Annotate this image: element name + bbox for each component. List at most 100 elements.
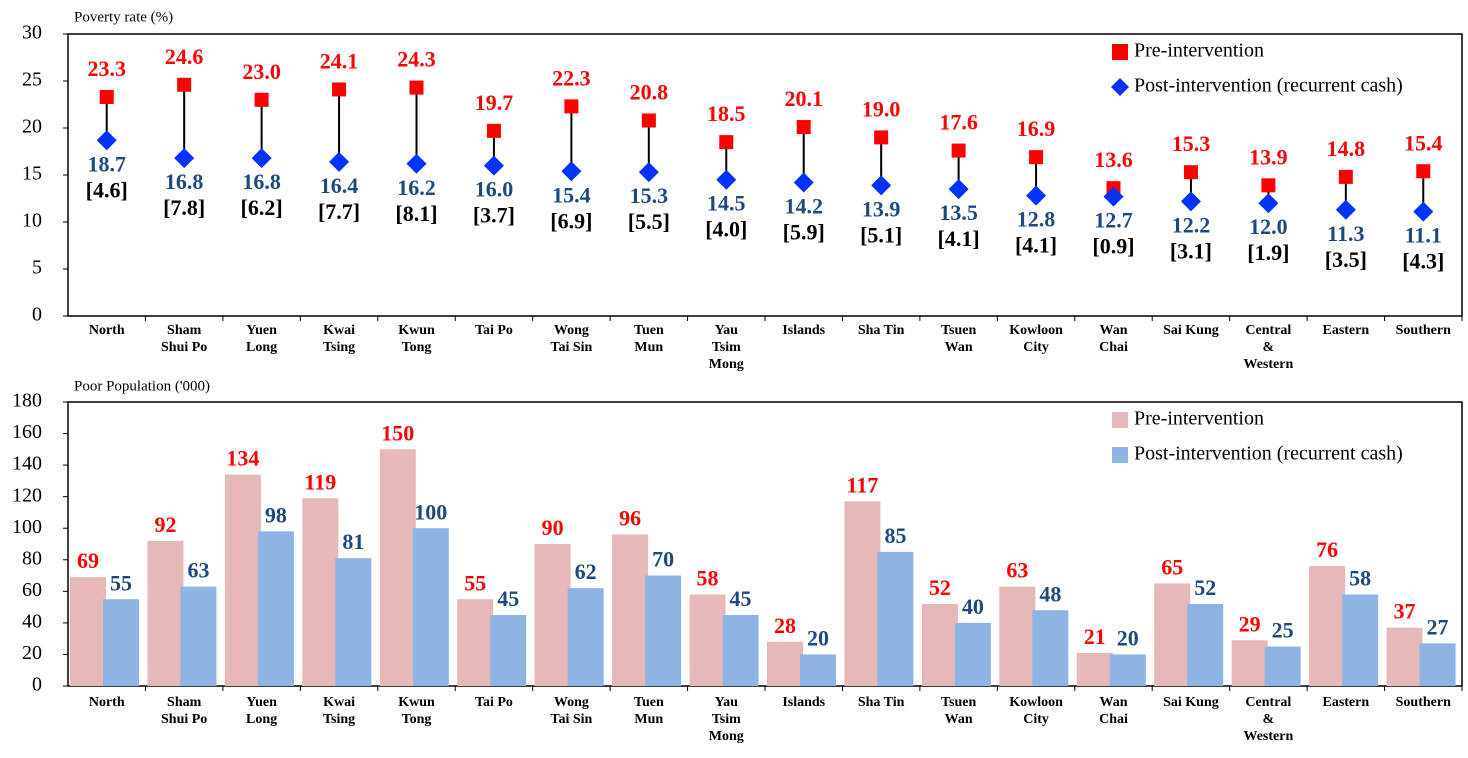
x-tick-label: North <box>88 695 125 710</box>
pre-marker <box>99 89 114 104</box>
value-label: 134 <box>226 446 259 471</box>
x-tick-label: Kwun Tong <box>398 323 435 355</box>
post-marker <box>406 153 427 174</box>
value-label: 63 <box>187 558 209 583</box>
value-label: 48 <box>1039 581 1061 606</box>
difference-label: [5.1] <box>860 222 902 247</box>
x-tick-label: Central & Western <box>1243 323 1294 372</box>
legend-marker <box>1112 412 1128 428</box>
bar <box>224 474 261 686</box>
value-label: 20.8 <box>630 80 669 105</box>
value-label: 58 <box>1349 566 1371 591</box>
y-tick-label: 25 <box>22 69 42 91</box>
value-label: 24.6 <box>165 44 204 69</box>
value-label: 12.8 <box>1017 207 1056 232</box>
value-label: 45 <box>497 586 519 611</box>
x-tick-label: Kowloon City <box>1009 695 1063 727</box>
value-label: 13.9 <box>862 196 901 221</box>
legend-marker <box>1112 447 1128 463</box>
y-tick-label: 30 <box>22 22 42 44</box>
value-label: 19.7 <box>475 90 514 115</box>
difference-label: [4.6] <box>86 177 128 202</box>
pre-marker <box>951 143 966 158</box>
y-tick-label: 120 <box>12 484 42 506</box>
value-label: 16.8 <box>165 169 204 194</box>
bar <box>70 577 106 686</box>
value-label: 98 <box>265 502 287 527</box>
value-label: 150 <box>381 420 414 445</box>
x-tick-label: Tai Po <box>474 695 513 710</box>
bar <box>800 654 836 686</box>
y-tick-label: 5 <box>32 257 42 279</box>
post-marker <box>716 169 737 190</box>
value-label: 45 <box>730 586 752 611</box>
value-label: 18.5 <box>707 101 746 126</box>
bar <box>722 615 759 686</box>
difference-label: [0.9] <box>1092 234 1134 259</box>
value-label: 16.9 <box>1017 116 1056 141</box>
difference-label: [4.3] <box>1402 249 1444 274</box>
bar <box>1109 654 1146 686</box>
y-tick-label: 0 <box>32 304 42 326</box>
pre-marker <box>1416 164 1431 179</box>
pre-marker <box>409 80 424 95</box>
bar <box>1342 594 1379 686</box>
value-label: 11.3 <box>1327 221 1364 246</box>
x-tick-label: Southern <box>1395 323 1451 338</box>
pre-marker <box>874 130 889 145</box>
difference-label: [1.9] <box>1247 240 1289 265</box>
post-marker <box>96 130 117 151</box>
x-tick-label: Tsuen Wan <box>940 323 977 355</box>
value-label: 58 <box>697 566 719 591</box>
x-tick-label: Sai Kung <box>1163 323 1219 338</box>
value-label: 117 <box>847 472 879 497</box>
value-label: 85 <box>884 523 906 548</box>
value-label: 16.8 <box>242 169 281 194</box>
x-tick-label: Central & Western <box>1243 695 1294 744</box>
bar <box>379 449 416 686</box>
bar <box>567 588 604 686</box>
bar <box>612 534 649 686</box>
x-tick-label: Sha Tin <box>857 695 905 710</box>
bar <box>645 575 682 686</box>
value-label: 29 <box>1239 611 1261 636</box>
pre-marker <box>254 92 269 107</box>
bar <box>1231 640 1268 686</box>
bar <box>335 558 372 686</box>
difference-label: [3.7] <box>473 203 515 228</box>
x-tick-label: Tuen Mun <box>633 323 664 355</box>
bar <box>1076 652 1113 686</box>
x-tick-label: Tai Po <box>474 323 513 338</box>
pre-marker <box>486 123 501 138</box>
bar <box>534 544 571 686</box>
value-label: 23.3 <box>87 56 126 81</box>
bar <box>180 586 217 686</box>
pre-marker <box>1338 169 1353 184</box>
x-tick-label: Yuen Long <box>246 695 278 727</box>
value-label: 15.3 <box>1172 131 1211 156</box>
value-label: 12.7 <box>1094 208 1133 233</box>
y-tick-label: 20 <box>22 642 42 664</box>
value-label: 62 <box>575 559 597 584</box>
legend-marker <box>1112 44 1128 60</box>
pre-marker <box>177 77 192 92</box>
y-tick-label: 10 <box>22 210 42 232</box>
post-marker <box>251 148 272 169</box>
bar <box>103 599 139 686</box>
x-tick-label: Tsuen Wan <box>940 695 977 727</box>
bar <box>1187 603 1224 686</box>
pre-marker <box>641 113 656 128</box>
bar <box>1154 583 1191 686</box>
post-marker <box>483 155 504 176</box>
x-tick-label: Eastern <box>1322 695 1370 710</box>
pre-marker <box>564 99 579 114</box>
bar <box>412 528 449 686</box>
difference-label: [7.8] <box>163 195 205 220</box>
y-tick-label: 60 <box>22 579 42 601</box>
value-label: 52 <box>1194 575 1216 600</box>
x-tick-label: Sai Kung <box>1163 695 1219 710</box>
x-tick-label: Sham Shui Po <box>161 695 208 727</box>
value-label: 92 <box>154 512 176 537</box>
y-tick-label: 180 <box>12 390 42 412</box>
value-label: 96 <box>619 506 641 531</box>
